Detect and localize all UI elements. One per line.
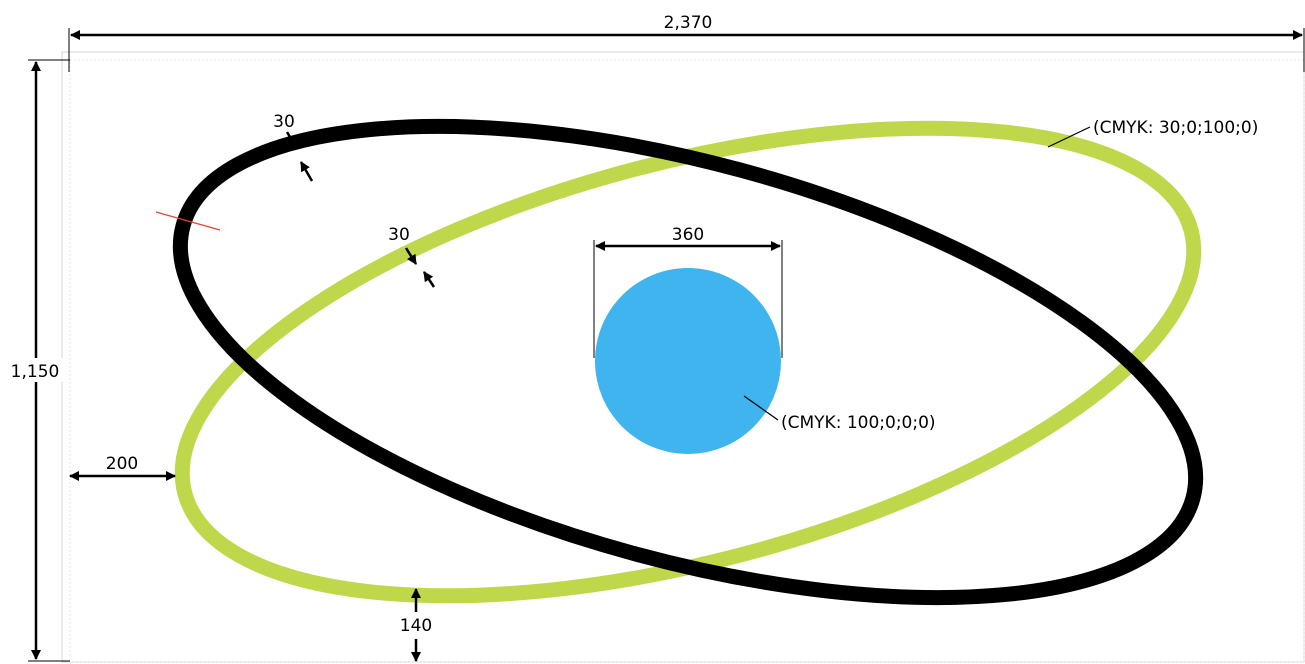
black-stroke-arrow-outer	[285, 131, 298, 148]
green-stroke-arrow-outer	[404, 247, 418, 265]
overall-width-label: 2,370	[664, 13, 713, 33]
green-color-callout: (CMYK: 30;0;100;0)	[1093, 118, 1258, 138]
height-label-backdrop	[8, 358, 64, 382]
blue-callout-leader	[743, 395, 779, 421]
green-stroke-arrow-inner	[422, 271, 436, 288]
black-stroke-arrow-inner	[299, 161, 314, 182]
artboard-inner-outline	[69, 59, 1305, 663]
green-stroke-width-label: 30	[388, 225, 410, 245]
circle-diameter-label: 360	[672, 225, 704, 245]
overall-height-label: 1,150	[11, 362, 60, 382]
red-cut-mark	[155, 211, 221, 231]
green-ellipse-ring	[174, 120, 1202, 604]
left-offset-label: 200	[106, 454, 138, 474]
blue-circle	[595, 268, 781, 454]
black-stroke-width-label: 30	[273, 112, 295, 132]
blue-color-callout: (CMYK: 100;0;0;0)	[781, 413, 936, 433]
bottom-offset-label: 140	[400, 616, 432, 636]
black-ellipse-ring	[172, 118, 1204, 606]
green-callout-leader	[1047, 126, 1091, 148]
